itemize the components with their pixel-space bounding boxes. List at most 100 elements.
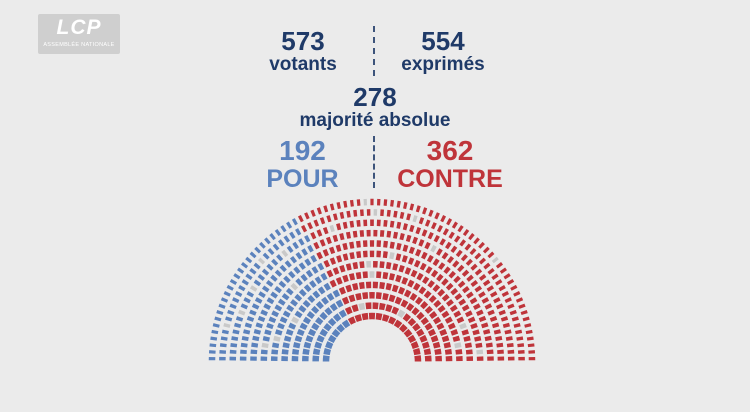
seat: [459, 322, 467, 330]
seat: [424, 322, 433, 331]
seat: [342, 253, 349, 261]
seat: [432, 341, 441, 349]
seat: [345, 284, 353, 293]
seat: [365, 281, 372, 289]
seat: [259, 241, 266, 249]
seat: [407, 279, 415, 288]
seat: [436, 248, 443, 256]
seat: [309, 280, 317, 288]
seat: [406, 303, 415, 312]
seat: [313, 241, 320, 250]
seat: [403, 289, 412, 298]
seat: [312, 355, 320, 362]
exprimes-value: 554: [421, 26, 465, 56]
seat: [396, 221, 402, 229]
seat: [362, 292, 369, 300]
seat: [307, 244, 314, 253]
seat: [478, 315, 487, 323]
seat: [511, 316, 519, 322]
seat: [296, 328, 305, 336]
seat: [428, 294, 437, 303]
seat: [294, 335, 303, 343]
seat: [464, 310, 473, 318]
seat: [441, 293, 450, 302]
seat: [452, 260, 460, 268]
seat: [257, 273, 266, 281]
seat: [283, 235, 291, 243]
seat: [310, 254, 318, 263]
seat: [230, 342, 238, 348]
seat: [446, 299, 454, 307]
seat: [410, 269, 418, 278]
seat: [421, 251, 428, 260]
seat: [267, 247, 275, 256]
seat: [420, 317, 429, 326]
seat: [399, 323, 408, 333]
seat: [257, 257, 266, 265]
seat: [423, 348, 432, 356]
seat: [266, 263, 274, 271]
seat: [517, 349, 525, 354]
logo-text: LCP: [56, 16, 102, 39]
seat: [274, 285, 282, 294]
seat: [359, 261, 365, 269]
seat: [270, 274, 278, 282]
seat: [260, 349, 268, 355]
seat: [311, 266, 319, 274]
seat: [370, 198, 374, 206]
seat: [453, 310, 462, 318]
seat: [507, 303, 515, 310]
seat: [269, 233, 276, 241]
votants-stat: 573 votants: [248, 28, 358, 76]
seat: [369, 240, 375, 247]
seat: [474, 252, 482, 260]
seat: [306, 311, 315, 319]
seat: [283, 335, 292, 342]
seat: [249, 309, 257, 316]
seat: [461, 329, 470, 336]
seat: [452, 335, 461, 342]
seat: [500, 316, 509, 322]
seat: [390, 199, 395, 207]
contre-label: CONTRE: [397, 165, 503, 193]
seat: [478, 291, 486, 298]
seat: [355, 292, 362, 301]
seat: [282, 310, 291, 318]
seat: [495, 335, 503, 341]
seat: [279, 316, 288, 324]
seat: [253, 279, 262, 287]
seat: [352, 230, 358, 238]
seat: [378, 302, 386, 311]
seat: [482, 246, 490, 254]
contre-stat: 362 CONTRE: [390, 137, 510, 194]
seat: [288, 322, 297, 330]
seat: [304, 258, 312, 267]
seat: [518, 356, 525, 361]
seat: [323, 322, 332, 332]
seat: [295, 228, 302, 236]
seat: [358, 302, 366, 311]
seat: [274, 304, 283, 312]
seat: [436, 224, 443, 233]
seat: [212, 323, 220, 328]
seat: [304, 234, 311, 243]
seat: [274, 329, 283, 336]
seat: [528, 350, 536, 354]
seat: [293, 266, 301, 275]
seat: [243, 329, 251, 335]
seat: [245, 256, 253, 264]
seat: [391, 306, 400, 315]
seat: [457, 264, 465, 273]
seat: [240, 349, 247, 355]
seat: [317, 286, 326, 295]
seat: [490, 291, 498, 298]
seat: [427, 231, 434, 240]
seat: [501, 291, 510, 298]
seat: [405, 234, 412, 243]
seat: [335, 276, 343, 285]
seat: [499, 267, 507, 274]
seat: [482, 279, 491, 287]
seat: [403, 328, 413, 338]
top-divider: [373, 26, 375, 76]
seat: [376, 250, 382, 258]
